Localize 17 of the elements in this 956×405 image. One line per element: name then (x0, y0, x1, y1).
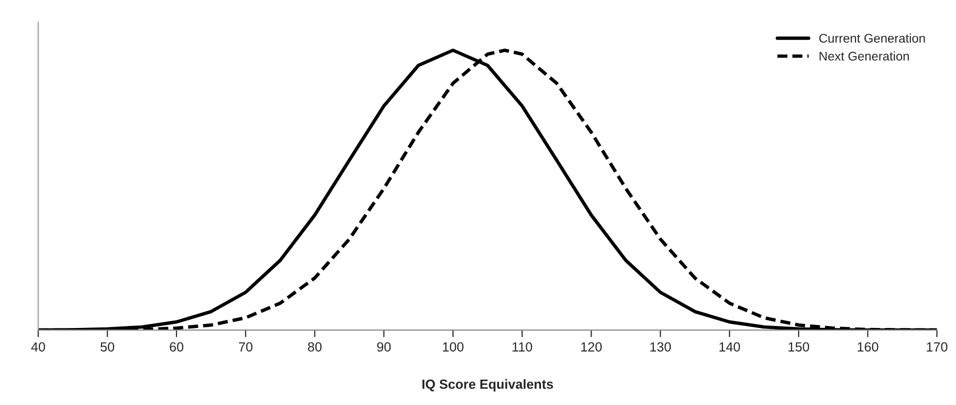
x-tick-label: 160 (858, 342, 878, 352)
x-tick-label: 40 (31, 342, 46, 352)
x-tick-label: 130 (650, 342, 671, 352)
x-tick-label: 110 (512, 342, 532, 352)
x-tick-label: 50 (100, 342, 114, 352)
x-tick-label: 90 (377, 342, 391, 352)
x-tick-label: 80 (308, 342, 322, 352)
x-tick-label: 140 (720, 342, 740, 352)
x-tick-label: 170 (926, 342, 948, 352)
x-tick-label: 100 (442, 342, 464, 352)
x-tick-label: 60 (170, 342, 184, 352)
x-tick-label: 120 (581, 342, 602, 352)
legend-label: Next Generation (820, 51, 909, 61)
x-axis-title: IQ Score Equivalents (422, 379, 554, 392)
x-tick-label: 150 (788, 342, 810, 352)
legend-label: Current Generation (819, 34, 925, 43)
x-tick-label: 70 (238, 342, 252, 352)
